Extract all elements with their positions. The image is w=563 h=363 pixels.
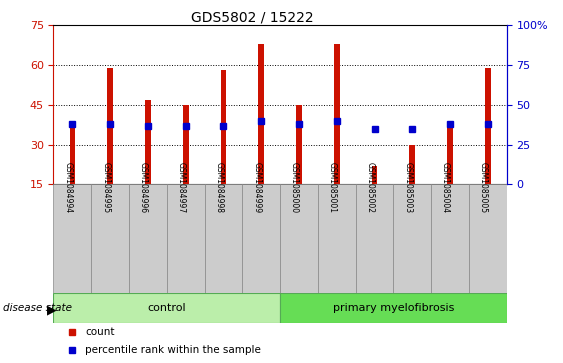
Text: primary myelofibrosis: primary myelofibrosis [333, 303, 454, 313]
Text: GSM1084999: GSM1084999 [252, 162, 261, 213]
Bar [53, 293, 280, 323]
Bar [469, 184, 507, 293]
Bar [318, 184, 356, 293]
Bar [394, 184, 431, 293]
Bar [447, 126, 453, 184]
Text: GDS5802 / 15222: GDS5802 / 15222 [191, 11, 313, 25]
Bar [280, 184, 318, 293]
Bar [409, 144, 415, 184]
Text: GSM1084996: GSM1084996 [139, 162, 148, 213]
Text: GSM1084995: GSM1084995 [101, 162, 110, 213]
Text: count: count [85, 327, 115, 337]
Text: GSM1085004: GSM1085004 [441, 162, 450, 213]
Bar [296, 105, 302, 184]
Text: GSM1084994: GSM1084994 [64, 162, 73, 213]
Text: GSM1085005: GSM1085005 [479, 162, 488, 213]
Bar [242, 184, 280, 293]
Bar [145, 99, 151, 184]
Bar [485, 68, 490, 184]
Text: GSM1084997: GSM1084997 [177, 162, 186, 213]
Bar [334, 44, 339, 184]
Bar [356, 184, 394, 293]
Bar [108, 68, 113, 184]
Text: disease state: disease state [3, 303, 72, 313]
Bar [91, 184, 129, 293]
Text: ▶: ▶ [47, 303, 56, 317]
Bar [258, 44, 264, 184]
Bar [431, 184, 469, 293]
Text: GSM1085000: GSM1085000 [290, 162, 299, 213]
Text: GSM1085002: GSM1085002 [365, 162, 374, 213]
Text: control: control [148, 303, 186, 313]
Bar [167, 184, 204, 293]
Text: GSM1085001: GSM1085001 [328, 162, 337, 213]
Bar [221, 70, 226, 184]
Bar [70, 123, 75, 184]
Bar [372, 166, 377, 184]
Bar [204, 184, 242, 293]
Bar [280, 293, 507, 323]
Text: GSM1084998: GSM1084998 [215, 162, 224, 213]
Text: percentile rank within the sample: percentile rank within the sample [85, 345, 261, 355]
Bar [129, 184, 167, 293]
Bar [183, 105, 189, 184]
Text: GSM1085003: GSM1085003 [403, 162, 412, 213]
Bar [53, 184, 91, 293]
